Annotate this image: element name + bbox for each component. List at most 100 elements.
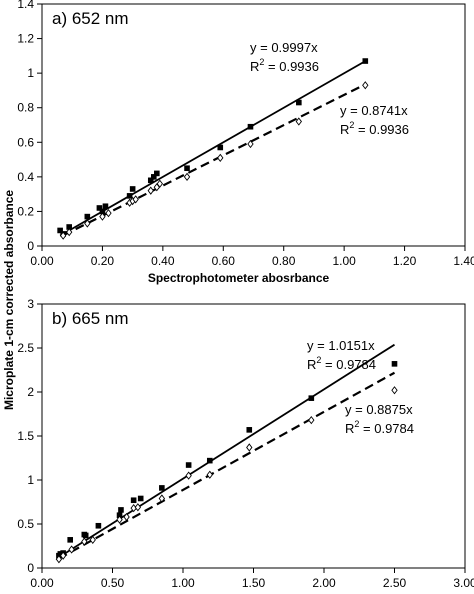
r-squared-label: R2 = 0.9784 (345, 419, 414, 436)
data-point-square (116, 512, 123, 518)
y-tick-label: 1 (27, 473, 34, 487)
data-point-square (67, 537, 73, 543)
y-tick-label: 1.2 (17, 32, 34, 46)
data-point-diamond (247, 139, 254, 149)
data-point-diamond (217, 153, 224, 162)
r-squared-value: = 0.9784 (321, 357, 376, 372)
y-tick-label: 0.2 (17, 204, 34, 218)
data-point-square (296, 99, 302, 106)
y-tick-label: 1.4 (17, 0, 34, 11)
x-tick-label: 1.40 (453, 254, 474, 268)
data-point-diamond (84, 219, 91, 228)
data-point-diamond (105, 209, 112, 218)
data-point-square (118, 507, 124, 513)
x-tick-label: 1.00 (171, 576, 195, 590)
x-tick-label: 0.80 (272, 254, 296, 268)
data-point-diamond (158, 494, 166, 503)
data-point-diamond (185, 471, 192, 480)
x-tick-label: 0.40 (151, 254, 175, 268)
r-symbol: R (345, 421, 354, 436)
data-point-diamond (295, 117, 302, 126)
y-tick-label: 0.8 (17, 101, 34, 115)
data-point-square (362, 58, 369, 64)
panel-title: b) 665 nm (52, 309, 129, 328)
r-squared-value: = 0.9784 (359, 421, 414, 436)
data-point-square (247, 123, 254, 130)
r-squared-value: = 0.9936 (264, 59, 319, 74)
data-point-square (159, 485, 165, 491)
x-tick-label: 1.20 (393, 254, 417, 268)
x-tick-label: 0.00 (30, 576, 54, 590)
data-point-diamond (59, 231, 67, 240)
data-point-diamond (116, 515, 123, 524)
data-point-square (150, 174, 157, 180)
data-point-diamond (89, 535, 96, 544)
data-point-square (95, 522, 102, 529)
y-tick-label: 0 (27, 239, 34, 253)
trendline-solid (59, 60, 366, 237)
y-tick-label: 0.5 (17, 517, 34, 531)
x-tick-label: 1.50 (242, 576, 266, 590)
x-tick-label: 2.50 (383, 576, 407, 590)
regression-equation: y = 1.0151x (307, 338, 375, 353)
data-point-diamond (156, 179, 164, 188)
data-point-diamond (68, 545, 75, 554)
r-squared-label: R2 = 0.9784 (307, 355, 376, 372)
trendline-solid (58, 343, 395, 559)
chart-panel-b: 0 0.5 1 1.5 2 2.5 3 0.00 0.50 1.00 1.50 2.00 2.50 3.0… (17, 297, 474, 594)
x-tick-label: 2.00 (312, 576, 336, 590)
y-tick-label: 1 (27, 66, 34, 80)
data-point-square (126, 193, 133, 199)
data-point-square (154, 170, 160, 177)
data-point-square (102, 203, 109, 210)
data-point-square (206, 457, 213, 464)
r-symbol: R (340, 122, 349, 137)
regression-equation: y = 0.8741x (340, 103, 408, 118)
data-point-diamond (81, 537, 88, 546)
data-point-square (217, 144, 224, 151)
data-point-square (84, 213, 91, 220)
r-squared-value: = 0.9936 (354, 122, 409, 137)
r-symbol: R (250, 59, 259, 74)
data-point-square (82, 532, 89, 539)
y-tick-label: 0.6 (17, 135, 34, 149)
regression-equation: y = 0.9997x (250, 40, 318, 55)
data-point-diamond (206, 470, 213, 479)
plot-frame (41, 3, 466, 247)
x-tick-label: 0.20 (91, 254, 115, 268)
x-tick-label: 0.00 (30, 254, 54, 268)
data-point-square (147, 177, 154, 184)
y-tick-label: 3 (27, 297, 34, 311)
data-point-diamond (59, 551, 67, 560)
r-squared-label: R2 = 0.9936 (250, 57, 319, 74)
data-point-square (130, 497, 137, 504)
r-squared-exponent: 2 (316, 355, 321, 365)
y-tick-label: 2 (27, 385, 34, 399)
data-point-square (96, 205, 103, 211)
trendline-dashed (62, 83, 366, 237)
shared-y-axis-label: Microplate 1-cm corrected absorbance (2, 190, 16, 410)
y-tick-label: 2.5 (17, 341, 34, 355)
data-point-diamond (123, 512, 130, 522)
r-squared-exponent: 2 (259, 57, 264, 67)
x-tick-label: 0.50 (101, 576, 125, 590)
data-point-square (137, 495, 144, 502)
data-point-square (57, 551, 64, 557)
data-point-diamond (246, 443, 253, 452)
x-tick-label: 1.00 (332, 254, 356, 268)
panel-title: a) 652 nm (52, 9, 129, 28)
data-point-diamond (66, 228, 73, 237)
data-point-square (57, 227, 63, 234)
y-tick-label: 0.4 (17, 170, 34, 184)
data-point-square (66, 224, 72, 230)
data-point-square (391, 361, 398, 367)
x-tick-label: 0.60 (212, 254, 236, 268)
y-tick-label: 1.5 (17, 429, 34, 443)
trendline-dashed (58, 371, 396, 560)
chart-panel-a: 0 0.2 0.4 0.6 0.8 1 1.2 1.4 0.00 0.20 0.40 0.60 0.80… (17, 0, 474, 285)
data-point-square (184, 165, 190, 172)
data-point-diamond (55, 555, 63, 564)
data-point-diamond (391, 386, 398, 395)
data-point-square (246, 427, 253, 433)
